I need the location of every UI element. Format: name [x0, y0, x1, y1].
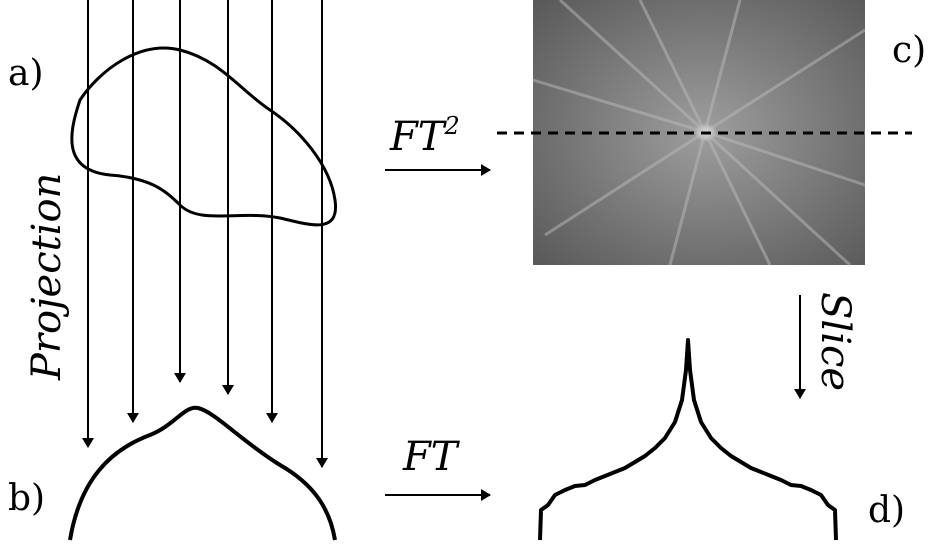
panel-label: c) — [892, 30, 926, 71]
object-outline — [72, 48, 336, 225]
ft-label: FT — [402, 434, 461, 480]
ft2-text: FT — [389, 114, 448, 160]
panel-label: b) — [8, 478, 45, 519]
projection-label: Projection — [24, 173, 70, 381]
ft2-superscript: 2 — [443, 112, 459, 140]
spectrum — [540, 340, 836, 540]
projection-rays — [88, 0, 322, 467]
panel-label: d) — [868, 490, 905, 531]
panel-label: a) — [8, 53, 44, 94]
projection-profile — [70, 408, 335, 540]
slice-label: Slice — [812, 292, 858, 391]
diagram: a) b) c) d) Projection FT2 FT Slice — [0, 0, 937, 550]
ft2-label: FT2 — [389, 112, 460, 160]
